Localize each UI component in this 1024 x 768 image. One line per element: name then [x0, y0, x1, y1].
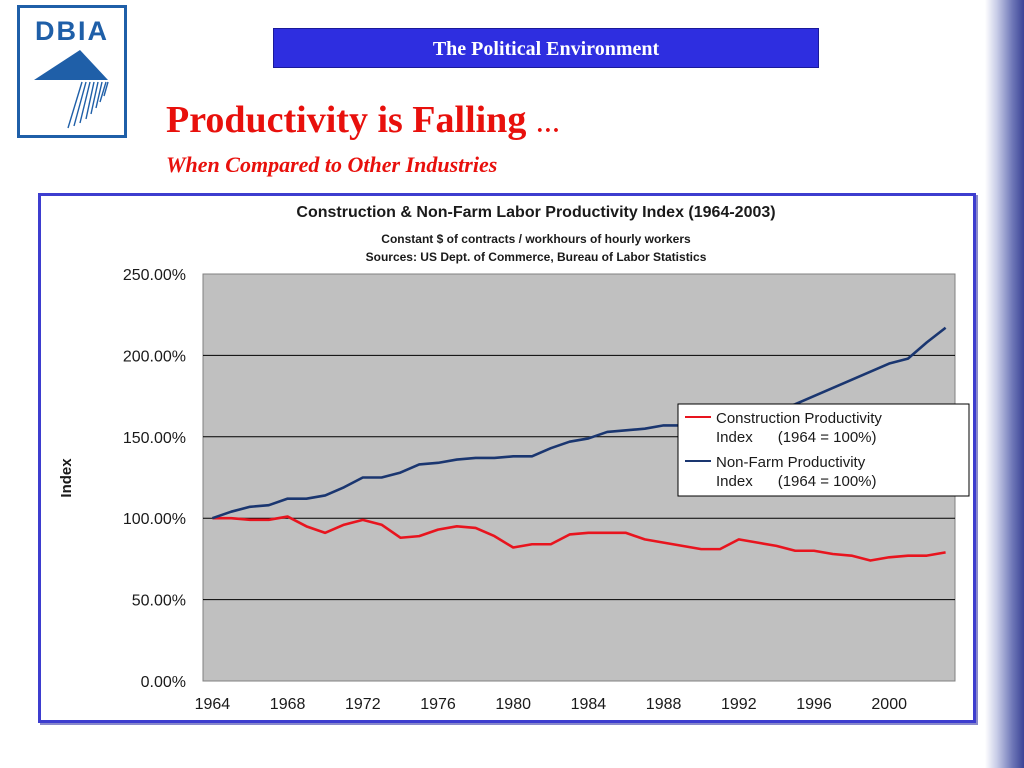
y-tick-label: 250.00% — [123, 267, 186, 284]
legend-label-nonfarm-line-2: Index (1964 = 100%) — [716, 473, 877, 490]
x-tick-label: 1996 — [796, 696, 832, 713]
slide-title-text: Productivity is Falling — [166, 99, 527, 141]
x-tick-label: 2000 — [871, 696, 907, 713]
x-tick-label: 1988 — [646, 696, 682, 713]
productivity-chart: Construction & Non-Farm Labor Productivi… — [58, 204, 970, 713]
y-axis-label: Index — [58, 458, 75, 498]
chart-subtitle-line-2: Sources: US Dept. of Commerce, Bureau of… — [366, 250, 707, 264]
x-tick-label: 1992 — [721, 696, 757, 713]
decorative-side-band — [985, 0, 1024, 768]
x-tick-label: 1976 — [420, 696, 456, 713]
slide-title: Productivity is Falling … — [166, 98, 560, 142]
logo-emblem-icon — [34, 50, 109, 129]
legend-label-construction-line-1: Construction Productivity — [716, 410, 882, 427]
legend-label-construction-line-2: Index (1964 = 100%) — [716, 429, 877, 446]
x-tick-label: 1968 — [270, 696, 306, 713]
slide-subtitle: When Compared to Other Industries — [166, 152, 498, 177]
series-line-construction — [212, 515, 946, 562]
y-tick-label: 100.00% — [123, 511, 186, 528]
x-tick-label: 1980 — [495, 696, 531, 713]
section-header: The Political Environment — [273, 28, 819, 68]
chart-title: Construction & Non-Farm Labor Productivi… — [296, 204, 775, 221]
chart-frame: Construction & Non-Farm Labor Productivi… — [38, 193, 976, 723]
slide-title-ellipsis: … — [535, 112, 560, 138]
y-tick-label: 50.00% — [132, 593, 186, 610]
y-tick-label: 0.00% — [141, 674, 186, 691]
x-tick-label: 1964 — [195, 696, 231, 713]
x-tick-label: 1972 — [345, 696, 381, 713]
series-line-nonfarm — [211, 326, 947, 520]
y-tick-label: 150.00% — [123, 430, 186, 447]
legend-label-nonfarm-line-1: Non-Farm Productivity — [716, 454, 866, 471]
logo-text: DBIA — [35, 16, 109, 46]
x-tick-label: 1984 — [571, 696, 607, 713]
chart-subtitle-line-1: Constant $ of contracts / workhours of h… — [381, 232, 691, 246]
legend: Construction Productivity Index (1964 = … — [677, 403, 970, 497]
dbia-logo: DBIA — [17, 5, 127, 138]
y-tick-label: 200.00% — [123, 348, 186, 365]
